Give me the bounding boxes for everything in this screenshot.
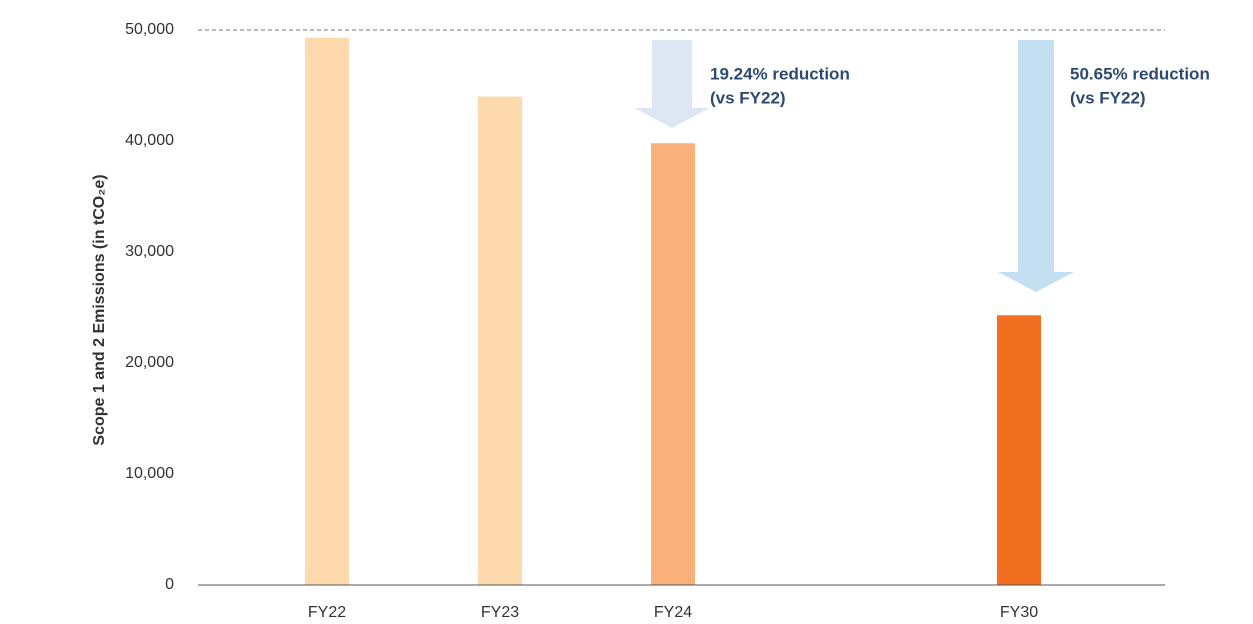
- x-tick-label: FY30: [1000, 604, 1038, 621]
- x-tick-label: FY22: [308, 604, 346, 621]
- y-tick-label: 40,000: [125, 132, 174, 149]
- y-tick-label: 10,000: [125, 465, 174, 482]
- y-axis-label: Scope 1 and 2 Emissions (in tCO₂e): [91, 174, 108, 445]
- y-tick-label: 50,000: [125, 21, 174, 38]
- y-tick-label: 0: [165, 576, 174, 593]
- y-tick-label: 30,000: [125, 243, 174, 260]
- annotation: (vs FY22): [1070, 88, 1146, 107]
- annotation: (vs FY22): [710, 88, 786, 107]
- bar: [651, 143, 695, 585]
- bar: [478, 96, 522, 585]
- x-tick-label: FY24: [654, 604, 692, 621]
- annotation: 50.65% reduction: [1070, 64, 1210, 83]
- x-tick-label: FY23: [481, 604, 519, 621]
- reduction-arrow: [634, 40, 710, 128]
- reduction-arrow: [998, 40, 1074, 292]
- bar: [305, 37, 349, 585]
- annotation: 19.24% reduction: [710, 64, 850, 83]
- y-tick-label: 20,000: [125, 354, 174, 371]
- bar: [997, 315, 1041, 585]
